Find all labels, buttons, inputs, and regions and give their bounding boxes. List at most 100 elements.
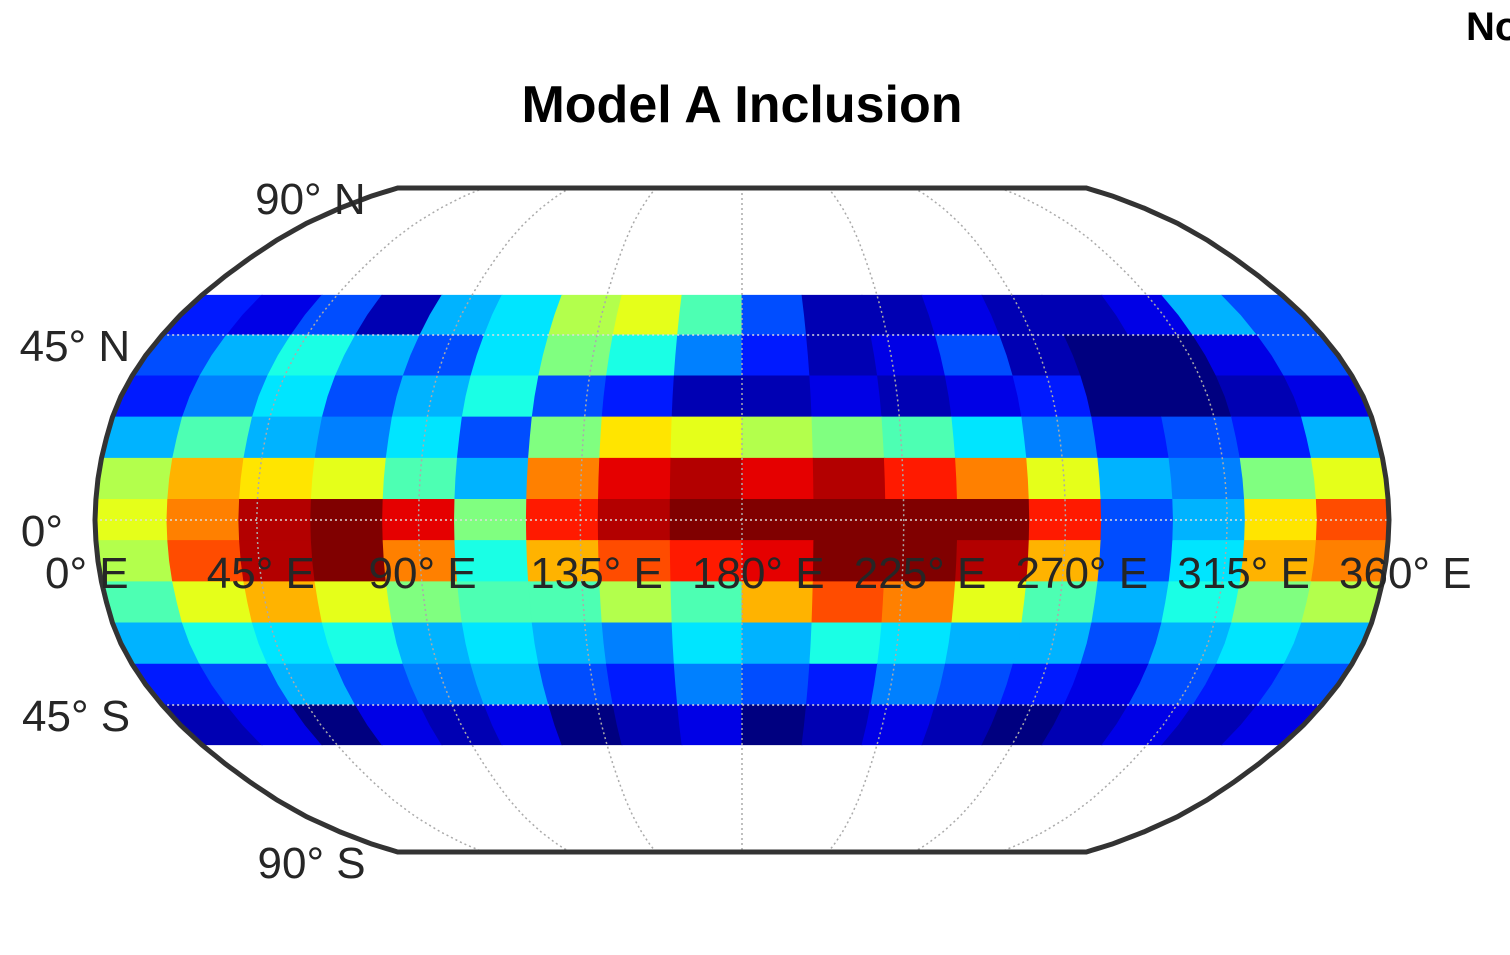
- lon-tick-label: 225° E: [854, 549, 987, 598]
- heat-cell: [1310, 457, 1389, 500]
- heat-cell: [461, 375, 540, 418]
- heat-cell: [548, 294, 623, 336]
- heat-cell: [951, 416, 1028, 459]
- heat-cell: [531, 375, 607, 418]
- lon-tick-label: 180° E: [692, 549, 825, 598]
- heat-cell: [100, 416, 183, 459]
- chart-title: Model A Inclusion: [521, 76, 962, 134]
- heat-cell: [95, 457, 174, 500]
- heat-cell: [677, 704, 743, 746]
- heat-cell: [741, 704, 807, 746]
- heat-cell: [612, 704, 683, 746]
- heat-cell: [956, 499, 1030, 541]
- lon-tick-label: 315° E: [1177, 549, 1310, 598]
- heat-cell: [1161, 416, 1241, 459]
- lat-tick-label: 45° N: [20, 322, 131, 371]
- lat-tick-label: 90° N: [255, 175, 366, 224]
- heat-cell: [1091, 416, 1170, 459]
- heat-cell: [877, 622, 953, 665]
- heat-cell: [1168, 457, 1245, 500]
- heat-cell: [243, 416, 323, 459]
- heat-cell: [934, 334, 1014, 377]
- heat-cell: [456, 416, 533, 459]
- heat-cell: [1080, 375, 1163, 418]
- lon-tick-label: 270° E: [1016, 549, 1149, 598]
- heat-cell: [741, 622, 813, 665]
- heat-cell: [239, 457, 316, 500]
- heat-cell: [870, 334, 946, 377]
- heat-cell: [741, 499, 815, 541]
- heat-cell: [525, 499, 599, 541]
- lat-tick-label: 45° S: [22, 692, 130, 741]
- heat-cell: [801, 704, 872, 746]
- lon-tick-label: 135° E: [530, 549, 663, 598]
- heat-cell: [673, 663, 743, 706]
- heat-cell: [314, 416, 393, 459]
- heat-cell: [741, 663, 811, 706]
- heat-cell: [1021, 416, 1099, 459]
- heat-cell: [470, 334, 550, 377]
- heat-cell: [877, 375, 953, 418]
- heat-cell: [805, 334, 879, 377]
- heat-cell: [548, 704, 623, 746]
- heat-cell: [1239, 457, 1317, 500]
- heat-cell: [813, 499, 887, 541]
- heat-cell: [538, 663, 614, 706]
- heat-cell: [670, 416, 743, 459]
- heat-cell: [801, 294, 872, 336]
- lon-tick-label: 360° E: [1339, 549, 1472, 598]
- heat-cell: [883, 457, 958, 500]
- heat-cell: [599, 416, 673, 459]
- map-frame: [92, 185, 1392, 855]
- heat-cell: [538, 334, 614, 377]
- heat-cell: [812, 457, 886, 500]
- heat-cell: [166, 499, 240, 541]
- heat-cell: [528, 416, 603, 459]
- heat-cell: [172, 416, 253, 459]
- heat-cell: [669, 457, 743, 500]
- heat-cell: [673, 334, 743, 377]
- heat-cell: [598, 457, 672, 500]
- heat-cell: [461, 622, 540, 665]
- heat-cell: [251, 375, 336, 418]
- heat-cell: [1097, 457, 1174, 500]
- heat-cell: [741, 375, 813, 418]
- heat-cell: [741, 416, 814, 459]
- heat-cell: [612, 294, 683, 336]
- heat-cell: [605, 663, 679, 706]
- lon-tick-label: 0° E: [45, 549, 129, 598]
- heat-cell: [601, 622, 675, 665]
- heat-cell: [1172, 499, 1246, 541]
- heat-cell: [934, 663, 1014, 706]
- heat-cell: [251, 622, 336, 665]
- heat-cell: [671, 375, 743, 418]
- meridian-grid-line: [827, 187, 905, 853]
- heat-cell: [1026, 457, 1102, 500]
- heat-cell: [310, 457, 387, 500]
- heat-cell: [526, 457, 601, 500]
- lat-tick-label: 0°: [21, 507, 63, 556]
- heat-cell: [741, 457, 815, 500]
- meridian-grid-line: [417, 187, 571, 853]
- heat-cell: [454, 457, 529, 500]
- lon-tick-label: 90° E: [369, 549, 477, 598]
- heat-cell: [531, 622, 607, 665]
- heat-cell: [1301, 416, 1384, 459]
- heat-cell: [321, 622, 404, 665]
- heat-cell: [809, 622, 883, 665]
- heat-cell: [385, 416, 463, 459]
- heat-cell: [382, 457, 458, 500]
- heat-cell: [805, 663, 879, 706]
- heat-cell: [167, 457, 245, 500]
- heat-cell: [955, 457, 1030, 500]
- heat-cell: [605, 334, 679, 377]
- heat-cell: [470, 663, 550, 706]
- heat-cell: [870, 663, 946, 706]
- heat-cell: [677, 294, 743, 336]
- heat-cell: [944, 375, 1023, 418]
- heat-cell: [671, 622, 743, 665]
- heat-cell: [809, 375, 883, 418]
- heat-cell: [811, 416, 885, 459]
